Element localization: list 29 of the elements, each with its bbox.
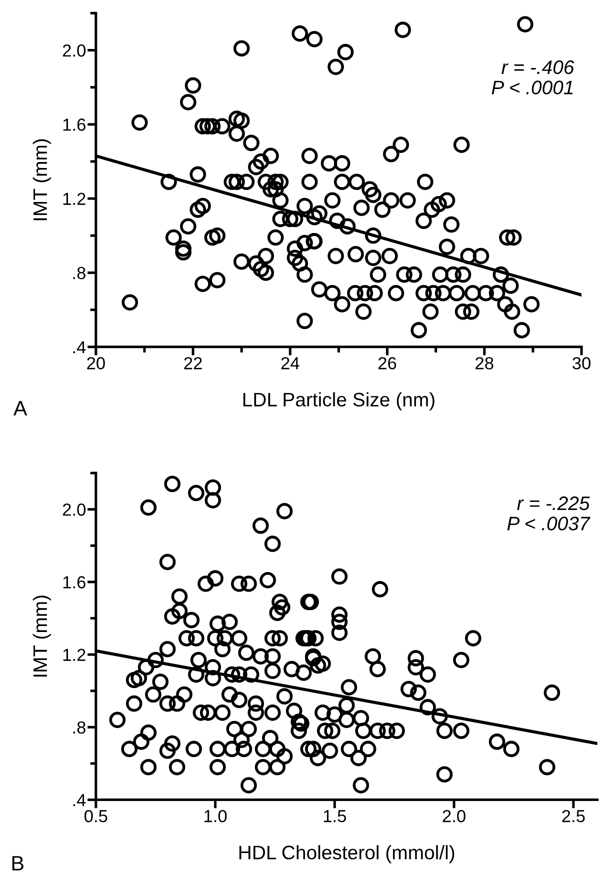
x-axis-title: HDL Cholesterol (mmol/l): [239, 845, 454, 864]
y-tick-label: 2.0: [62, 44, 86, 57]
x-tick-label: 2.5: [562, 810, 585, 822]
y-tick-label: .8: [73, 721, 86, 734]
x-tick-label: 20: [87, 357, 105, 370]
annotation: r = -.225 P < .0037: [507, 496, 590, 530]
y-tick-label: 1.2: [63, 192, 86, 205]
x-tick-label: 28: [476, 357, 494, 370]
y-tick-label: .8: [73, 266, 86, 280]
annotation: r = -.406 P < .0001: [492, 60, 574, 94]
y-tick-label: .4: [73, 794, 86, 806]
x-tick-label: 26: [378, 357, 396, 370]
x-tick-label: 2.0: [442, 810, 466, 822]
x-tick-label: 24: [281, 357, 300, 370]
y-axis-title: IMT (mm): [32, 596, 51, 677]
y-tick-label: 1.6: [63, 576, 86, 588]
text: A: [13, 401, 28, 416]
y-axis-title: IMT (mm): [32, 139, 51, 220]
x-tick-label: 1.0: [204, 810, 227, 822]
y-tick-label: 1.2: [63, 648, 86, 661]
text: B: [12, 856, 24, 870]
x-tick-label: 0.5: [84, 810, 108, 822]
x-tick-label: 1.5: [324, 810, 346, 822]
x-axis-title: LDL Particle Size (nm): [243, 392, 434, 410]
x-tick-label: 22: [184, 357, 202, 370]
y-tick-label: 2.0: [62, 504, 86, 516]
x-tick-label: 30: [572, 357, 590, 370]
y-tick-label: .4: [73, 341, 86, 354]
y-tick-label: 1.6: [63, 118, 86, 131]
